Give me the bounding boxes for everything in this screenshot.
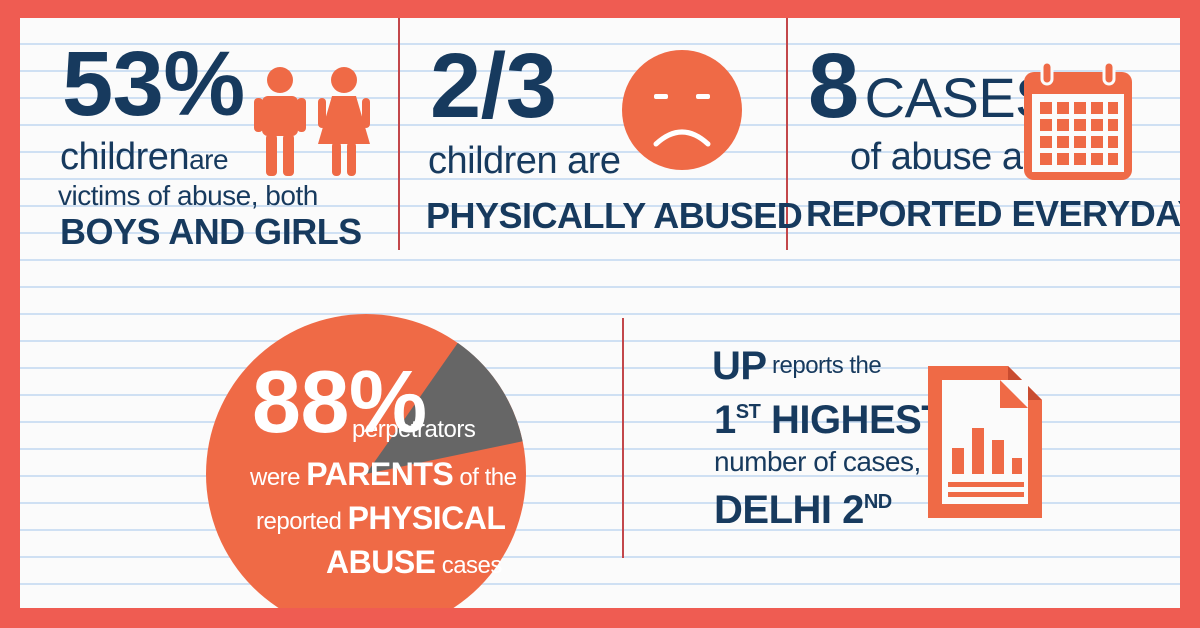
stat4-up: UP — [712, 344, 767, 388]
stat1-line3: BOYS AND GIRLS — [60, 211, 362, 252]
stat4-highest: HIGHEST — [770, 398, 946, 442]
stat1-line1-b: are — [189, 144, 229, 175]
stat4-rank: 1ST HIGHEST — [714, 398, 946, 442]
stat1-value: 53% — [62, 33, 245, 135]
pie-line4: ABUSE cases — [326, 546, 502, 578]
stat4-delhi-sup: ND — [863, 491, 892, 513]
calendar-icon — [1024, 60, 1132, 180]
stat4-number: number of cases, — [714, 446, 921, 477]
pie-chart — [206, 314, 526, 608]
pie-line2: were PARENTS of the — [250, 456, 517, 492]
stat2-value: 2/3 — [430, 35, 557, 137]
pie-word2: were — [250, 464, 301, 491]
stat4-rank-num: 1 — [714, 398, 736, 442]
stat3-suffix: CASES — [864, 66, 1053, 129]
stat3-value: 8 CASES — [808, 40, 1053, 132]
pie-word8: cases — [441, 552, 503, 579]
pie-slice-other — [366, 342, 523, 474]
divider-2 — [786, 18, 788, 250]
infographic-paper: 53% childrenare victims of abuse, both B… — [20, 18, 1180, 608]
stat2-line1: children are — [428, 140, 621, 182]
stat3-line2: REPORTED EVERYDAY — [806, 193, 1180, 234]
pie-word1: perpetrators — [352, 416, 476, 443]
divider-1 — [398, 18, 400, 250]
stat3-number: 8 — [808, 35, 859, 137]
stat1-line1-a: children — [60, 136, 190, 178]
divider-3 — [622, 318, 624, 558]
stat1-line2: victims of abuse, both — [58, 180, 318, 211]
stat2-line2: PHYSICALLY ABUSED — [426, 195, 803, 236]
stat3-line1: of abuse are — [850, 136, 1056, 178]
stat4-delhi: DELHI 2ND — [714, 490, 892, 530]
pie-word3: PARENTS — [306, 456, 454, 492]
stat4-rank-sup: ST — [735, 401, 761, 423]
document-chart-icon — [928, 366, 1042, 518]
stat4-delhi-text: DELHI 2 — [714, 488, 864, 532]
stat4-reports: reports the — [772, 352, 882, 379]
pie-value: 88% — [252, 352, 427, 451]
pie-word4: of the — [459, 464, 517, 491]
pie-word7: ABUSE — [326, 544, 436, 580]
pie-word6: PHYSICAL — [347, 500, 506, 536]
sad-face-icon — [622, 50, 742, 170]
pie-line3: reported PHYSICAL — [256, 500, 506, 536]
pie-word5: reported — [256, 508, 342, 535]
boy-girl-icon — [254, 67, 370, 176]
stat1-line1: childrenare — [60, 136, 229, 178]
